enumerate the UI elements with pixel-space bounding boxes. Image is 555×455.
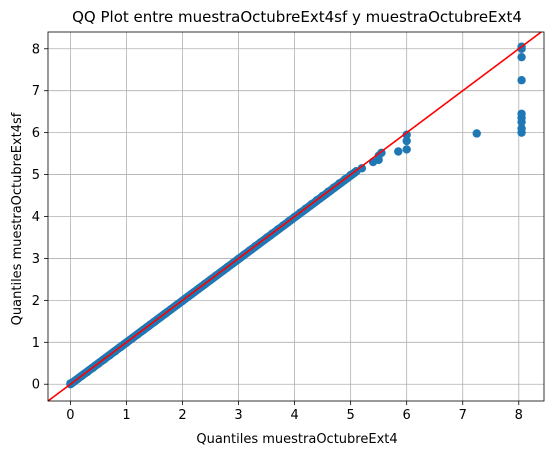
y-tick-label: 7 (32, 84, 40, 99)
x-tick-label: 3 (234, 408, 242, 423)
x-tick-label: 7 (459, 408, 467, 423)
y-tick-label: 0 (32, 378, 40, 393)
data-point (517, 52, 526, 62)
reference-line-layer (47, 31, 542, 402)
data-point (517, 124, 526, 133)
data-point (402, 145, 411, 154)
x-tick-label: 0 (66, 408, 74, 423)
y-tick-label: 6 (32, 126, 40, 141)
y-tick-label: 1 (32, 336, 40, 351)
y-tick-label: 3 (32, 252, 40, 267)
y-tick-label: 8 (32, 42, 40, 57)
data-point (394, 147, 403, 156)
data-point (472, 129, 481, 138)
data-point (517, 76, 526, 85)
x-tick-label: 1 (122, 408, 130, 423)
x-tick-label: 2 (178, 408, 186, 423)
x-tick-label: 6 (403, 408, 411, 423)
x-tick-label: 5 (347, 408, 355, 423)
data-point (517, 109, 526, 118)
x-tick-label: 4 (290, 408, 298, 423)
data-point (402, 136, 411, 146)
data-point (402, 130, 411, 139)
axes (44, 31, 545, 405)
tick-labels: 0 1 2 3 4 5 6 7 8 0 1 2 3 4 5 6 7 8 (32, 42, 523, 423)
y-tick-label: 4 (32, 210, 40, 225)
y-tick-label: 2 (32, 294, 40, 309)
reference-line (47, 31, 542, 402)
y-axis-label: Quantiles muestraOctubreExt4sf (10, 112, 25, 325)
chart-title: QQ Plot entre muestraOctubreExt4sf y mue… (72, 8, 522, 26)
data-point (357, 164, 367, 173)
x-axis-label: Quantiles muestraOctubreExt4 (196, 432, 397, 447)
x-tick-label: 8 (515, 408, 523, 423)
data-point (517, 44, 526, 53)
y-tick-label: 5 (32, 168, 40, 183)
